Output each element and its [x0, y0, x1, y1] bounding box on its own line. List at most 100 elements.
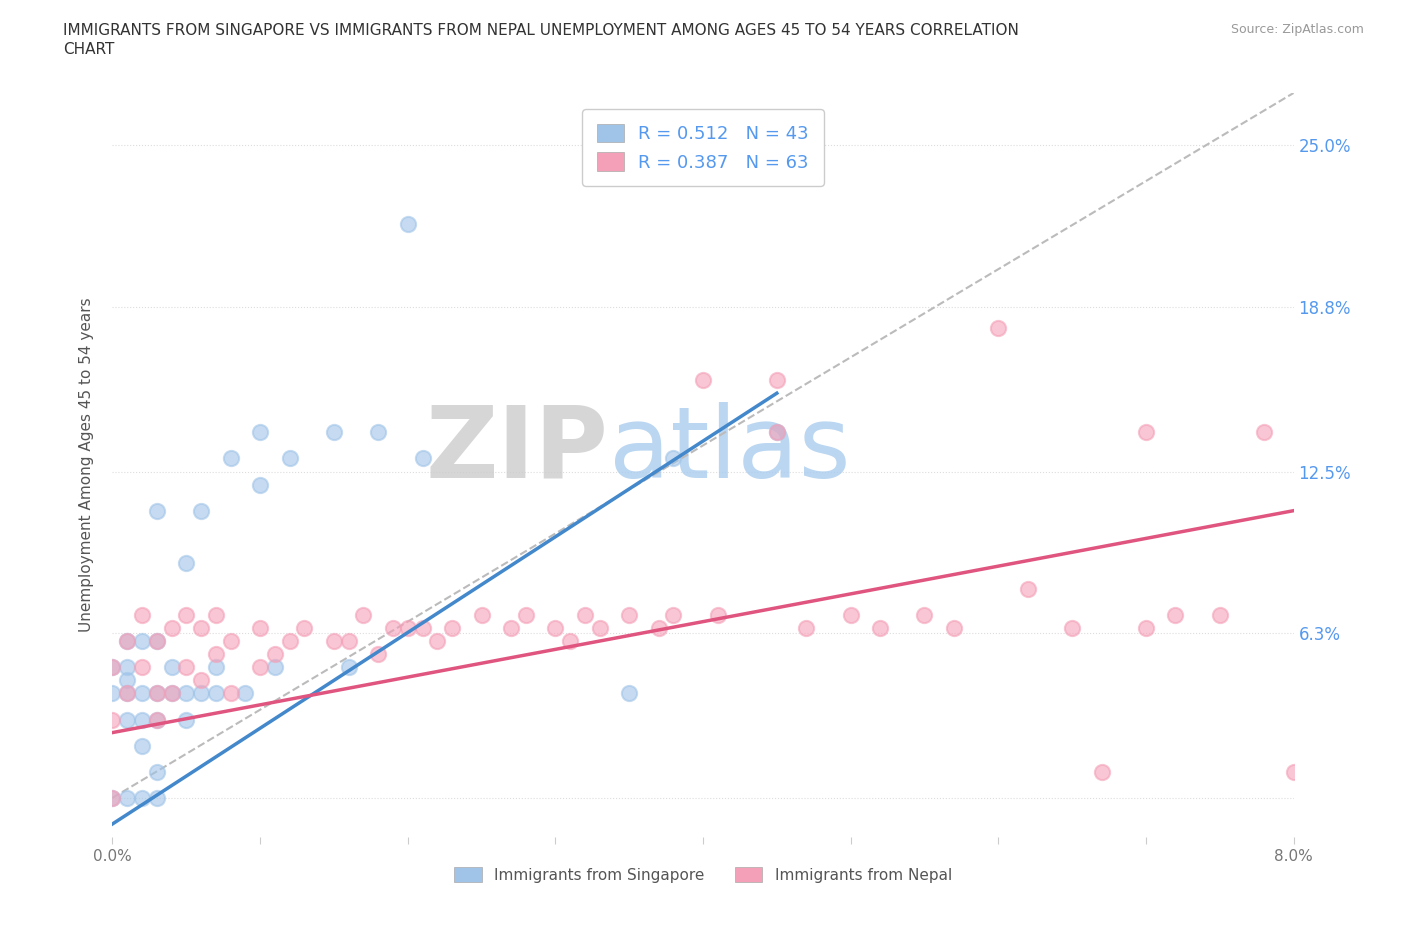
Point — [426, 633, 449, 648]
Point — [249, 425, 271, 440]
Point — [1164, 607, 1187, 622]
Point — [101, 790, 124, 805]
Point — [219, 451, 242, 466]
Point — [942, 620, 965, 635]
Point — [131, 790, 153, 805]
Text: IMMIGRANTS FROM SINGAPORE VS IMMIGRANTS FROM NEPAL UNEMPLOYMENT AMONG AGES 45 TO: IMMIGRANTS FROM SINGAPORE VS IMMIGRANTS … — [63, 23, 1019, 38]
Point — [292, 620, 315, 635]
Point — [839, 607, 862, 622]
Point — [619, 607, 641, 622]
Point — [1282, 764, 1305, 779]
Point — [396, 620, 419, 635]
Point — [101, 660, 124, 675]
Point — [662, 451, 685, 466]
Point — [515, 607, 537, 622]
Point — [662, 607, 685, 622]
Point — [160, 686, 183, 701]
Point — [190, 620, 212, 635]
Point — [117, 633, 138, 648]
Point — [131, 607, 153, 622]
Point — [588, 620, 610, 635]
Point — [190, 503, 212, 518]
Point — [205, 607, 228, 622]
Point — [117, 633, 138, 648]
Point — [146, 633, 169, 648]
Point — [367, 647, 389, 662]
Point — [796, 620, 818, 635]
Point — [1253, 425, 1275, 440]
Point — [101, 660, 124, 675]
Point — [146, 764, 169, 779]
Point — [131, 686, 153, 701]
Point — [146, 686, 169, 701]
Point — [367, 425, 389, 440]
Point — [174, 686, 197, 701]
Point — [146, 712, 169, 727]
Point — [117, 673, 138, 688]
Point — [264, 647, 287, 662]
Point — [441, 620, 464, 635]
Point — [131, 660, 153, 675]
Point — [692, 373, 714, 388]
Text: atlas: atlas — [609, 402, 851, 498]
Point — [278, 451, 301, 466]
Point — [1135, 425, 1157, 440]
Point — [146, 712, 169, 727]
Point — [337, 660, 360, 675]
Point — [146, 503, 169, 518]
Point — [190, 686, 212, 701]
Point — [1062, 620, 1084, 635]
Point — [1208, 607, 1232, 622]
Point — [323, 633, 346, 648]
Point — [323, 425, 346, 440]
Point — [249, 477, 271, 492]
Point — [1091, 764, 1114, 779]
Point — [190, 673, 212, 688]
Point — [174, 712, 197, 727]
Point — [117, 790, 138, 805]
Point — [101, 712, 124, 727]
Point — [160, 660, 183, 675]
Text: CHART: CHART — [63, 42, 115, 57]
Point — [471, 607, 494, 622]
Point — [619, 686, 641, 701]
Y-axis label: Unemployment Among Ages 45 to 54 years: Unemployment Among Ages 45 to 54 years — [79, 298, 94, 632]
Point — [707, 607, 730, 622]
Point — [869, 620, 891, 635]
Point — [160, 620, 183, 635]
Point — [396, 216, 419, 231]
Point — [146, 686, 169, 701]
Point — [765, 373, 787, 388]
Point — [205, 647, 228, 662]
Point — [117, 712, 138, 727]
Point — [249, 660, 271, 675]
Point — [146, 790, 169, 805]
Point — [117, 686, 138, 701]
Point — [544, 620, 567, 635]
Point — [337, 633, 360, 648]
Point — [205, 686, 228, 701]
Point — [382, 620, 405, 635]
Point — [160, 686, 183, 701]
Point — [765, 425, 787, 440]
Point — [131, 633, 153, 648]
Point — [412, 620, 434, 635]
Point — [264, 660, 287, 675]
Point — [219, 633, 242, 648]
Point — [233, 686, 256, 701]
Point — [560, 633, 582, 648]
Point — [574, 607, 596, 622]
Point — [914, 607, 936, 622]
Point — [412, 451, 434, 466]
Text: Source: ZipAtlas.com: Source: ZipAtlas.com — [1230, 23, 1364, 36]
Point — [501, 620, 523, 635]
Point — [131, 738, 153, 753]
Point — [146, 633, 169, 648]
Point — [1135, 620, 1157, 635]
Point — [249, 620, 271, 635]
Point — [117, 686, 138, 701]
Point — [101, 790, 124, 805]
Point — [101, 686, 124, 701]
Point — [278, 633, 301, 648]
Point — [647, 620, 671, 635]
